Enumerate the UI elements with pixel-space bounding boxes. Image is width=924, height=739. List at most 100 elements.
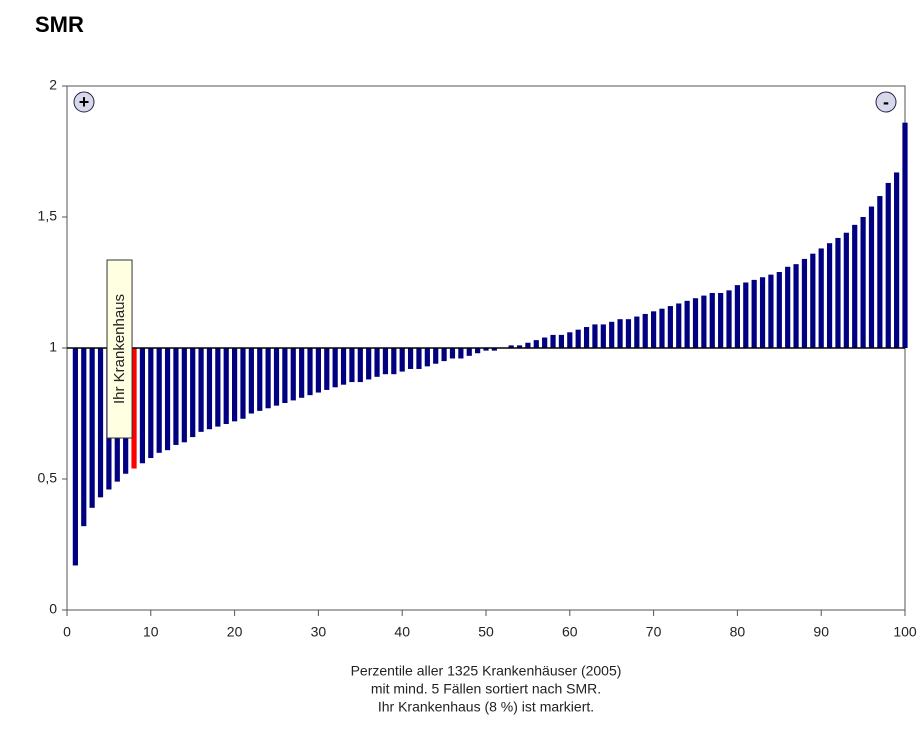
annotation-box xyxy=(106,259,133,439)
bar xyxy=(232,348,238,422)
bar xyxy=(416,348,422,369)
bar xyxy=(466,348,472,356)
x-tick-label: 90 xyxy=(813,624,829,640)
x-tick-label: 10 xyxy=(143,624,159,640)
bar xyxy=(441,348,447,362)
bar xyxy=(164,348,171,451)
bar xyxy=(332,348,338,388)
bar xyxy=(525,342,531,348)
bar xyxy=(173,348,179,445)
bar xyxy=(868,206,875,348)
y-tick-label: 1 xyxy=(49,339,57,355)
zoom-button-label: + xyxy=(79,92,90,112)
bar xyxy=(718,292,724,348)
bar xyxy=(617,319,623,348)
bar xyxy=(449,348,456,359)
x-tick-label: 70 xyxy=(646,624,662,640)
bar xyxy=(785,266,791,348)
bar xyxy=(826,243,833,348)
bar xyxy=(835,237,841,348)
bar xyxy=(634,316,640,348)
y-tick-label: 0,5 xyxy=(38,470,58,486)
bar xyxy=(382,348,389,375)
bar xyxy=(583,327,590,348)
bar xyxy=(818,248,824,348)
bar xyxy=(734,285,740,348)
bar xyxy=(877,196,883,348)
x-tick-label: 80 xyxy=(730,624,746,640)
bar xyxy=(692,298,699,348)
bar xyxy=(156,348,162,453)
bar xyxy=(483,348,489,351)
bar xyxy=(793,264,799,348)
bar xyxy=(433,348,439,364)
bar xyxy=(324,348,330,390)
bar xyxy=(860,217,866,348)
bar xyxy=(340,348,347,385)
bar xyxy=(223,348,229,424)
bar xyxy=(776,272,782,348)
bar xyxy=(759,277,766,348)
bar xyxy=(315,348,321,393)
bar xyxy=(357,348,363,383)
bar xyxy=(542,337,548,348)
bar xyxy=(659,308,665,348)
bar xyxy=(366,348,372,380)
bar xyxy=(139,348,146,464)
y-tick-label: 2 xyxy=(49,77,57,93)
y-tick-label: 1,5 xyxy=(38,208,58,224)
bar xyxy=(475,348,481,354)
bar xyxy=(72,348,78,566)
bar xyxy=(257,348,263,411)
bar xyxy=(609,321,615,348)
bar xyxy=(801,258,808,348)
bar xyxy=(273,348,280,406)
bar xyxy=(843,232,849,348)
bar xyxy=(902,122,908,349)
bar xyxy=(701,295,707,348)
x-axis-label: Ihr Krankenhaus (8 %) ist markiert. xyxy=(378,699,594,715)
zoom-button-circle xyxy=(875,91,897,113)
bar xyxy=(642,313,648,348)
bar xyxy=(533,340,539,348)
x-tick-label: 40 xyxy=(394,624,410,640)
bar xyxy=(651,311,657,348)
bar xyxy=(743,282,749,348)
x-tick-label: 60 xyxy=(562,624,578,640)
bar xyxy=(424,348,430,367)
bar xyxy=(600,324,606,348)
bar xyxy=(299,348,305,398)
bar xyxy=(550,334,556,348)
bar xyxy=(399,348,405,372)
bar xyxy=(265,348,271,409)
x-axis-label: Perzentile aller 1325 Krankenhäuser (200… xyxy=(351,663,622,679)
bar xyxy=(374,348,380,377)
bar xyxy=(768,274,774,348)
x-tick-label: 20 xyxy=(227,624,243,640)
bar xyxy=(810,253,816,348)
bar xyxy=(458,348,464,359)
bar xyxy=(667,306,673,348)
bar xyxy=(290,348,296,401)
bar xyxy=(240,348,246,419)
zoom-button[interactable]: - xyxy=(875,91,897,113)
bar xyxy=(894,172,900,348)
bar xyxy=(89,348,95,508)
bar xyxy=(198,348,204,432)
x-tick-label: 50 xyxy=(478,624,494,640)
highlighted-bar xyxy=(131,348,137,469)
bar xyxy=(148,348,154,459)
bar xyxy=(516,345,523,348)
bar xyxy=(206,348,213,430)
bar xyxy=(709,292,715,348)
bar xyxy=(751,279,757,348)
y-tick-label: 0 xyxy=(49,601,57,617)
bar xyxy=(558,334,565,348)
bar xyxy=(575,329,581,348)
bar xyxy=(248,348,254,414)
zoom-button-circle xyxy=(73,91,95,113)
x-tick-label: 100 xyxy=(893,624,917,640)
zoom-button[interactable]: + xyxy=(73,91,95,113)
